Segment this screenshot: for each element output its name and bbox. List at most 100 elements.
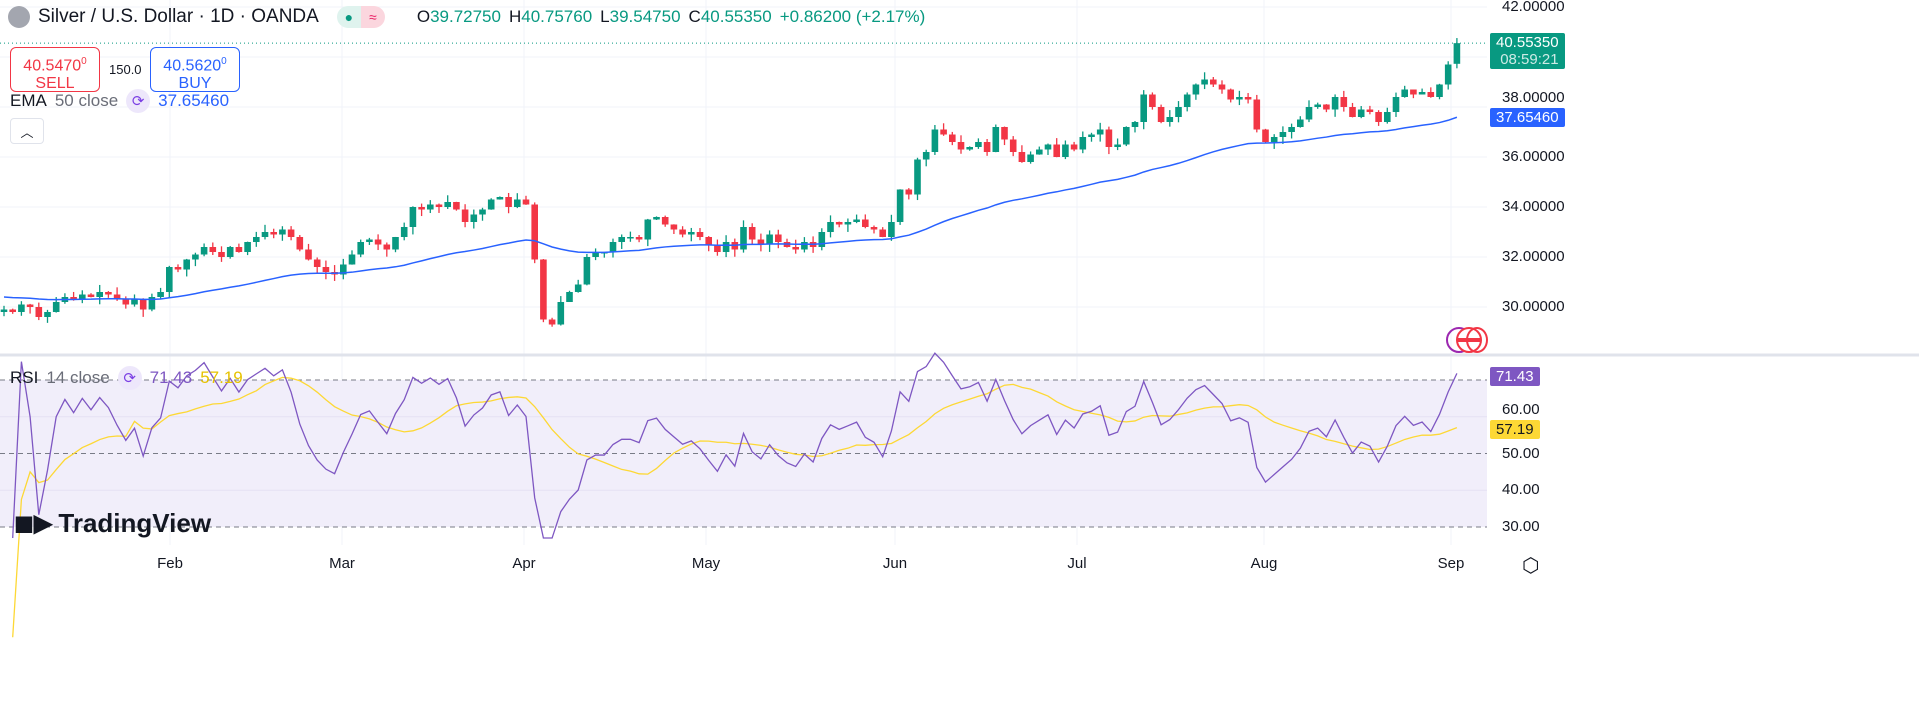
collapse-legend-button[interactable]: ︿ <box>10 118 44 144</box>
sell-price-sup: 0 <box>81 56 87 67</box>
time-tick: Mar <box>329 555 355 572</box>
candle-body <box>1305 107 1313 120</box>
candle-body <box>1270 137 1278 142</box>
candle-body <box>975 142 982 147</box>
candle-body <box>461 209 469 222</box>
candle-body <box>705 237 712 245</box>
candle-body <box>253 237 260 242</box>
economic-events-flags[interactable] <box>1446 327 1490 353</box>
candle-body <box>1105 129 1113 147</box>
candle-body <box>70 297 77 300</box>
ohlc-C: C40.55350 <box>688 7 772 26</box>
candle-body <box>548 319 556 325</box>
refresh-icon[interactable]: ⟳ <box>117 366 142 390</box>
candle-body <box>801 242 808 250</box>
price-tick: 42.00000 <box>1502 0 1565 15</box>
spread-value: 150.0 <box>109 62 142 77</box>
rsi-params: 14 close <box>46 368 110 387</box>
ema-params: 50 close <box>54 91 119 110</box>
sell-button[interactable]: 40.54700 SELL <box>10 47 100 92</box>
candle-body <box>1210 79 1217 85</box>
status-pill[interactable]: ● ≈ <box>336 6 385 28</box>
rsi-tick: 60.00 <box>1502 401 1540 418</box>
candle-body <box>174 267 182 270</box>
candle-body <box>374 239 382 245</box>
candle-body <box>992 127 1000 152</box>
last-price: 40.55350 <box>1496 34 1559 51</box>
rsi-legend[interactable]: RSI 14 close ⟳ 71.43 57.19 <box>10 366 243 390</box>
rsi-ma-tag: 57.19 <box>1490 420 1540 439</box>
candle-body <box>427 204 434 210</box>
brand-name: TradingView <box>58 508 212 538</box>
candle-body <box>270 232 277 235</box>
candle-body <box>1053 144 1060 157</box>
candle-body <box>827 222 834 232</box>
candle-body <box>1375 112 1382 122</box>
candle-body <box>1123 127 1130 145</box>
symbol-title[interactable]: Silver / U.S. Dollar · 1D · OANDA <box>38 6 319 27</box>
candle-body <box>1070 144 1078 150</box>
candle-body <box>505 197 512 207</box>
candle-body <box>348 254 356 265</box>
candle-body <box>18 304 25 312</box>
price-tick: 32.00000 <box>1502 248 1565 265</box>
candle-body <box>714 244 721 252</box>
candle-body <box>1079 137 1087 150</box>
candle-body <box>0 309 8 312</box>
time-tick: Aug <box>1250 555 1278 572</box>
candle-body <box>1027 154 1034 162</box>
candle-body <box>566 292 573 302</box>
price-tick: 34.00000 <box>1502 198 1565 215</box>
candle-body <box>1157 107 1165 122</box>
silver-icon <box>8 6 30 28</box>
candle-body <box>418 207 425 210</box>
time-tick: Apr <box>512 555 536 572</box>
candle-body <box>1036 149 1043 155</box>
rsi-tick: 40.00 <box>1502 481 1540 499</box>
candle-body <box>87 294 95 297</box>
candle-body <box>1044 144 1052 150</box>
candle-body <box>949 134 956 142</box>
ema-legend[interactable]: EMA 50 close ⟳ 37.65460 <box>10 89 229 113</box>
candle-body <box>531 204 538 260</box>
buy-label: BUY <box>178 75 212 93</box>
candle-body <box>1392 97 1400 112</box>
rsi-tick: 50.00 <box>1502 444 1540 462</box>
price-tick: 36.00000 <box>1502 148 1565 165</box>
candle-body <box>922 152 930 160</box>
ema-name: EMA <box>10 91 47 110</box>
refresh-icon[interactable]: ⟳ <box>126 89 151 113</box>
candle-body <box>514 199 521 207</box>
sell-label: SELL <box>35 75 75 93</box>
candle-body <box>470 214 478 222</box>
candle-body <box>940 129 947 135</box>
time-tick: Jul <box>1067 555 1087 572</box>
candle-body <box>888 222 895 237</box>
candle-body <box>1357 109 1365 117</box>
ema-value: 37.65460 <box>158 91 230 110</box>
settings-icon[interactable]: ⬡ <box>1522 555 1540 577</box>
rsi-name: RSI <box>10 368 39 387</box>
candle-body <box>1401 89 1408 97</box>
price-tick: 30.00000 <box>1502 298 1565 315</box>
candle-body <box>1314 104 1321 107</box>
candle-body <box>1218 84 1226 90</box>
candle-body <box>679 229 686 235</box>
ohlc-L: L39.54750 <box>600 7 681 26</box>
candle-body <box>209 247 217 252</box>
candle-body <box>9 309 16 312</box>
candle-body <box>792 247 799 250</box>
candle-body <box>235 247 243 252</box>
rsi-line <box>12 352 1458 539</box>
candle-body <box>244 242 251 252</box>
candle-body <box>661 217 669 225</box>
symbol-header: Silver / U.S. Dollar · 1D · OANDA ● ≈ O3… <box>8 6 925 28</box>
candle-body <box>444 202 451 207</box>
candle-body <box>1253 99 1261 130</box>
candle-body <box>775 234 782 242</box>
buy-button[interactable]: 40.56200 BUY <box>150 47 240 92</box>
candle-body <box>540 259 547 320</box>
candle-body <box>192 254 199 260</box>
candle-body <box>862 219 869 227</box>
